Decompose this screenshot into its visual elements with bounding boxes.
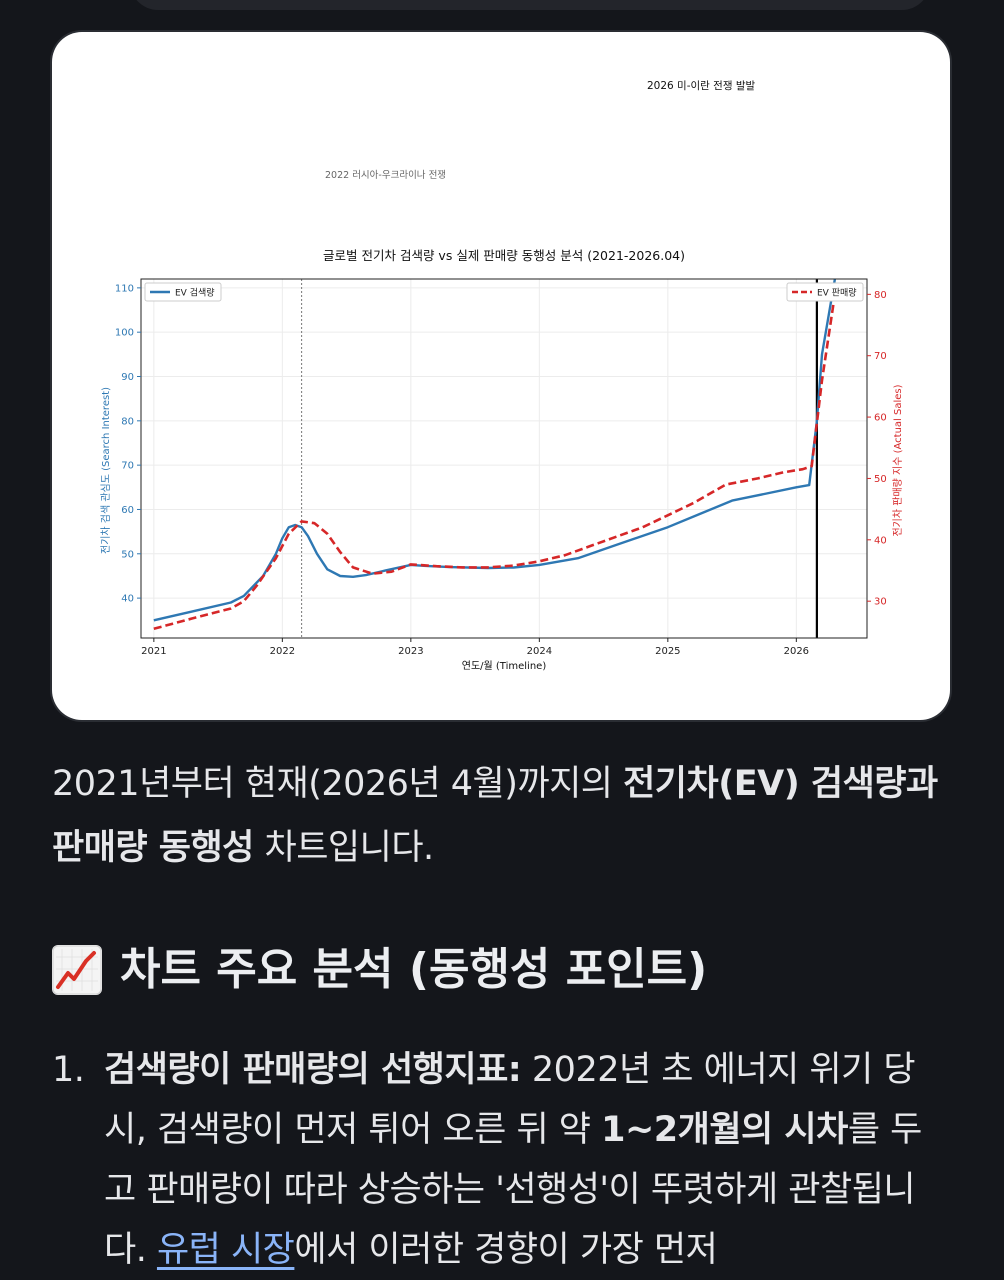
legend-label-search: EV 검색량: [175, 287, 215, 299]
list-item-text-3: 에서 이러한 경향이 가장 먼저: [294, 1230, 718, 1270]
summary-text-end: 차트입니다.: [253, 828, 435, 868]
section-heading: 차트 주요 분석 (동행성 포인트): [52, 938, 952, 1002]
legend-box: [144, 282, 222, 302]
list-item-highlight: 1~2개월의 시차: [601, 1110, 848, 1150]
annotation-2026: 2026 미-이란 전쟁 발발: [647, 80, 755, 92]
annotation-2022: 2022 러시아-우크라이나 전쟁: [325, 170, 446, 181]
y-right-tick-label: 50: [874, 474, 887, 485]
y-right-tick-label: 30: [874, 597, 887, 608]
search-series-line: [153, 279, 837, 622]
list-item-text-2: 를 두고 판매량이 따라 상승하는 '선행성'이 뚜렷하게 관찰됩니다.: [104, 1110, 922, 1270]
y-left-tick-label: 50: [121, 549, 134, 560]
ev-search-vs-sales-chart: 2022 러시아-우크라이나 전쟁 2026 미-이란 전쟁 발발 2021 2022…: [100, 80, 904, 672]
y-left-tick-label: 80: [121, 416, 134, 427]
y-left-tick-label: 90: [121, 372, 134, 383]
y-right-tick-label: 80: [874, 290, 887, 301]
previous-card-remnant: [130, 0, 930, 10]
list-number: 1.: [52, 1050, 85, 1090]
legend-sales: EV 판매량: [786, 282, 864, 302]
y-right-axis-label: 전기차 판매량 지수 (Actual Sales): [892, 384, 904, 536]
list-item-text: 2022년 초 에너지 위기 당시, 검색량이 먼저 튀어 오른 뒤 약: [104, 1050, 916, 1150]
y-left-tick-label: 40: [121, 594, 134, 605]
europe-market-link[interactable]: 유럽 시장: [156, 1230, 295, 1270]
y-left-tick-label: 60: [121, 505, 134, 516]
chart-summary: 2021년부터 현재(2026년 4월)까지의 전기차(EV) 검색량과 판매량…: [52, 752, 952, 880]
y-left-tick-label: 110: [115, 283, 134, 294]
y-left-axis-label: 전기차 검색 관심도 (Search Interest): [100, 387, 112, 554]
legend-search: EV 검색량: [144, 282, 222, 302]
x-tick-label: 2026: [784, 646, 809, 657]
sales-series-line: [153, 294, 837, 631]
x-tick-label: 2024: [527, 646, 552, 657]
legend-box: [786, 282, 864, 302]
y-right-tick-label: 70: [874, 351, 887, 362]
list-item-title: 검색량이 판매량의 선행지표:: [104, 1050, 522, 1090]
analysis-list: 1. 검색량이 판매량의 선행지표: 2022년 초 에너지 위기 당시, 검색…: [52, 1040, 952, 1280]
x-tick-label: 2021: [141, 646, 166, 657]
plot-frame: [140, 278, 868, 639]
summary-text: 2021년부터 현재(2026년 4월)까지의: [52, 764, 624, 804]
list-item: 1. 검색량이 판매량의 선행지표: 2022년 초 에너지 위기 당시, 검색…: [52, 1040, 952, 1280]
x-tick-label: 2023: [398, 646, 423, 657]
chart-title: 글로벌 전기차 검색량 vs 실제 판매량 동행성 분석 (2021-2026.…: [323, 248, 685, 263]
y-right-tick-label: 60: [874, 413, 887, 424]
y-left-tick-label: 70: [121, 461, 134, 472]
summary-bold: 전기차(EV) 검색량과 판매량 동행성: [52, 764, 938, 868]
section-title: 차트 주요 분석 (동행성 포인트): [120, 944, 708, 995]
x-tick-label: 2022: [270, 646, 295, 657]
legend-label-sales: EV 판매량: [817, 287, 857, 299]
chart-increasing-icon: [52, 945, 102, 995]
x-axis-label: 연도/월 (Timeline): [462, 660, 547, 672]
y-right-tick-label: 40: [874, 535, 887, 546]
y-left-tick-label: 100: [115, 328, 134, 339]
chart-card[interactable]: 2022 러시아-우크라이나 전쟁 2026 미-이란 전쟁 발발 2021 2022…: [52, 32, 950, 720]
x-tick-label: 2025: [655, 646, 680, 657]
